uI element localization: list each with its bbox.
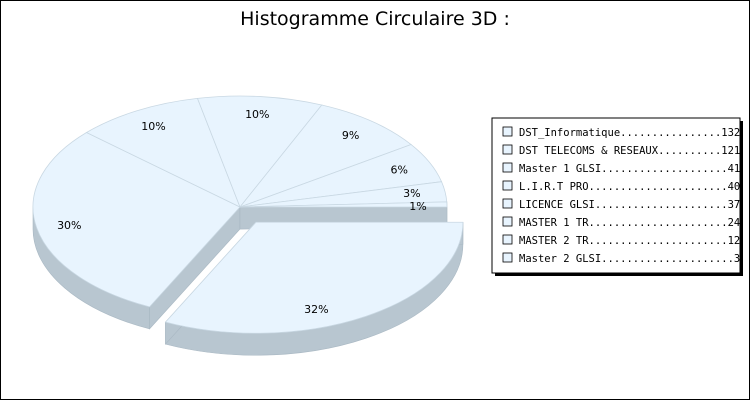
legend-entry-1: DST TELECOMS & RESEAUX..........121	[519, 145, 740, 157]
legend-swatch-1	[502, 144, 513, 155]
legend-swatch-3	[502, 180, 513, 191]
pie-percent-labels: 32% 30% 10% 10% 9% 6% 3%1%	[57, 108, 427, 316]
legend-entry-3: L.I.R.T PRO......................40	[519, 181, 740, 193]
slice-1	[32, 132, 241, 308]
legend-swatch-5	[502, 216, 513, 227]
legend-swatch-6	[502, 234, 513, 245]
slice-label-2: 10%	[141, 120, 165, 133]
slice-label-3: 10%	[245, 108, 269, 121]
legend: DST_Informatique................132 DST T…	[491, 117, 743, 276]
legend-entry-4: LICENCE GLSI.....................37	[519, 199, 740, 211]
legend-swatch-2	[502, 162, 513, 173]
legend-entry-6: MASTER 2 TR......................12	[519, 235, 740, 247]
legend-entry-7: Master 2 GLSI.....................3	[519, 253, 740, 265]
legend-swatch-0	[502, 126, 513, 137]
slice-3	[196, 95, 323, 208]
legend-swatch-4	[502, 198, 513, 209]
slice-label-0: 32%	[304, 303, 328, 316]
slice-label-6: 3%	[403, 187, 420, 200]
slice-0	[164, 221, 464, 334]
slice-2	[85, 97, 241, 208]
slice-7	[239, 201, 448, 208]
legend-swatch-7	[502, 252, 513, 263]
chart-title: Histogramme Circulaire 3D :	[240, 8, 510, 30]
legend-entry-2: Master 1 GLSI....................41	[519, 163, 740, 175]
slice-label-7: 1%	[409, 200, 426, 213]
slice-label-5: 6%	[390, 164, 407, 177]
slice-4	[238, 104, 412, 208]
slice-label-1: 30%	[57, 219, 81, 232]
legend-entry-0: DST_Informatique................132	[519, 127, 740, 139]
legend-entry-5: MASTER 1 TR......................24	[519, 217, 740, 229]
pie-slices	[32, 95, 464, 334]
slice-label-4: 9%	[342, 129, 359, 142]
legend-box	[491, 117, 741, 274]
